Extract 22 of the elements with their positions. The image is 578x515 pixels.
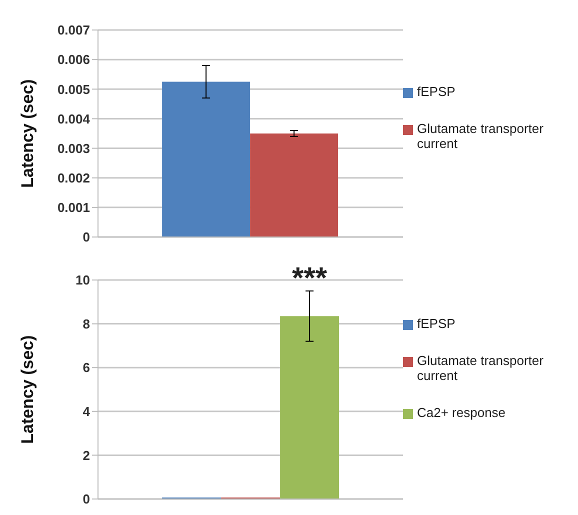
annotation: *** xyxy=(292,262,328,295)
y-tick-label: 8 xyxy=(82,316,90,332)
y-tick-label: 0.002 xyxy=(57,170,90,186)
y-tick-label: 0.003 xyxy=(57,140,90,156)
y-tick-label: 0.007 xyxy=(57,22,90,38)
y-tick-label: 0.006 xyxy=(57,52,90,68)
y-tick-label: 10 xyxy=(76,272,90,288)
y-tick-label: 4 xyxy=(82,404,91,420)
legend-label: fEPSP xyxy=(417,316,456,331)
y-axis-title: Latency (sec) xyxy=(18,79,38,188)
y-tick-label: 0.005 xyxy=(57,82,90,97)
legend-label: Glutamate transporter current xyxy=(417,120,544,150)
y-tick-label: 0.004 xyxy=(57,111,91,126)
legend-label: fEPSP xyxy=(417,84,456,98)
y-tick-label: 0 xyxy=(82,492,90,507)
y-tick-label: 0.001 xyxy=(57,200,90,216)
legend-label: Ca2+ response xyxy=(417,405,506,420)
legend-label: Glutamate transporter current xyxy=(417,353,544,383)
y-tick-label: 6 xyxy=(82,360,90,376)
y-axis-title: Latency (sec) xyxy=(18,335,38,444)
y-tick-label: 0 xyxy=(82,230,90,245)
y-tick-label: 2 xyxy=(82,448,90,463)
